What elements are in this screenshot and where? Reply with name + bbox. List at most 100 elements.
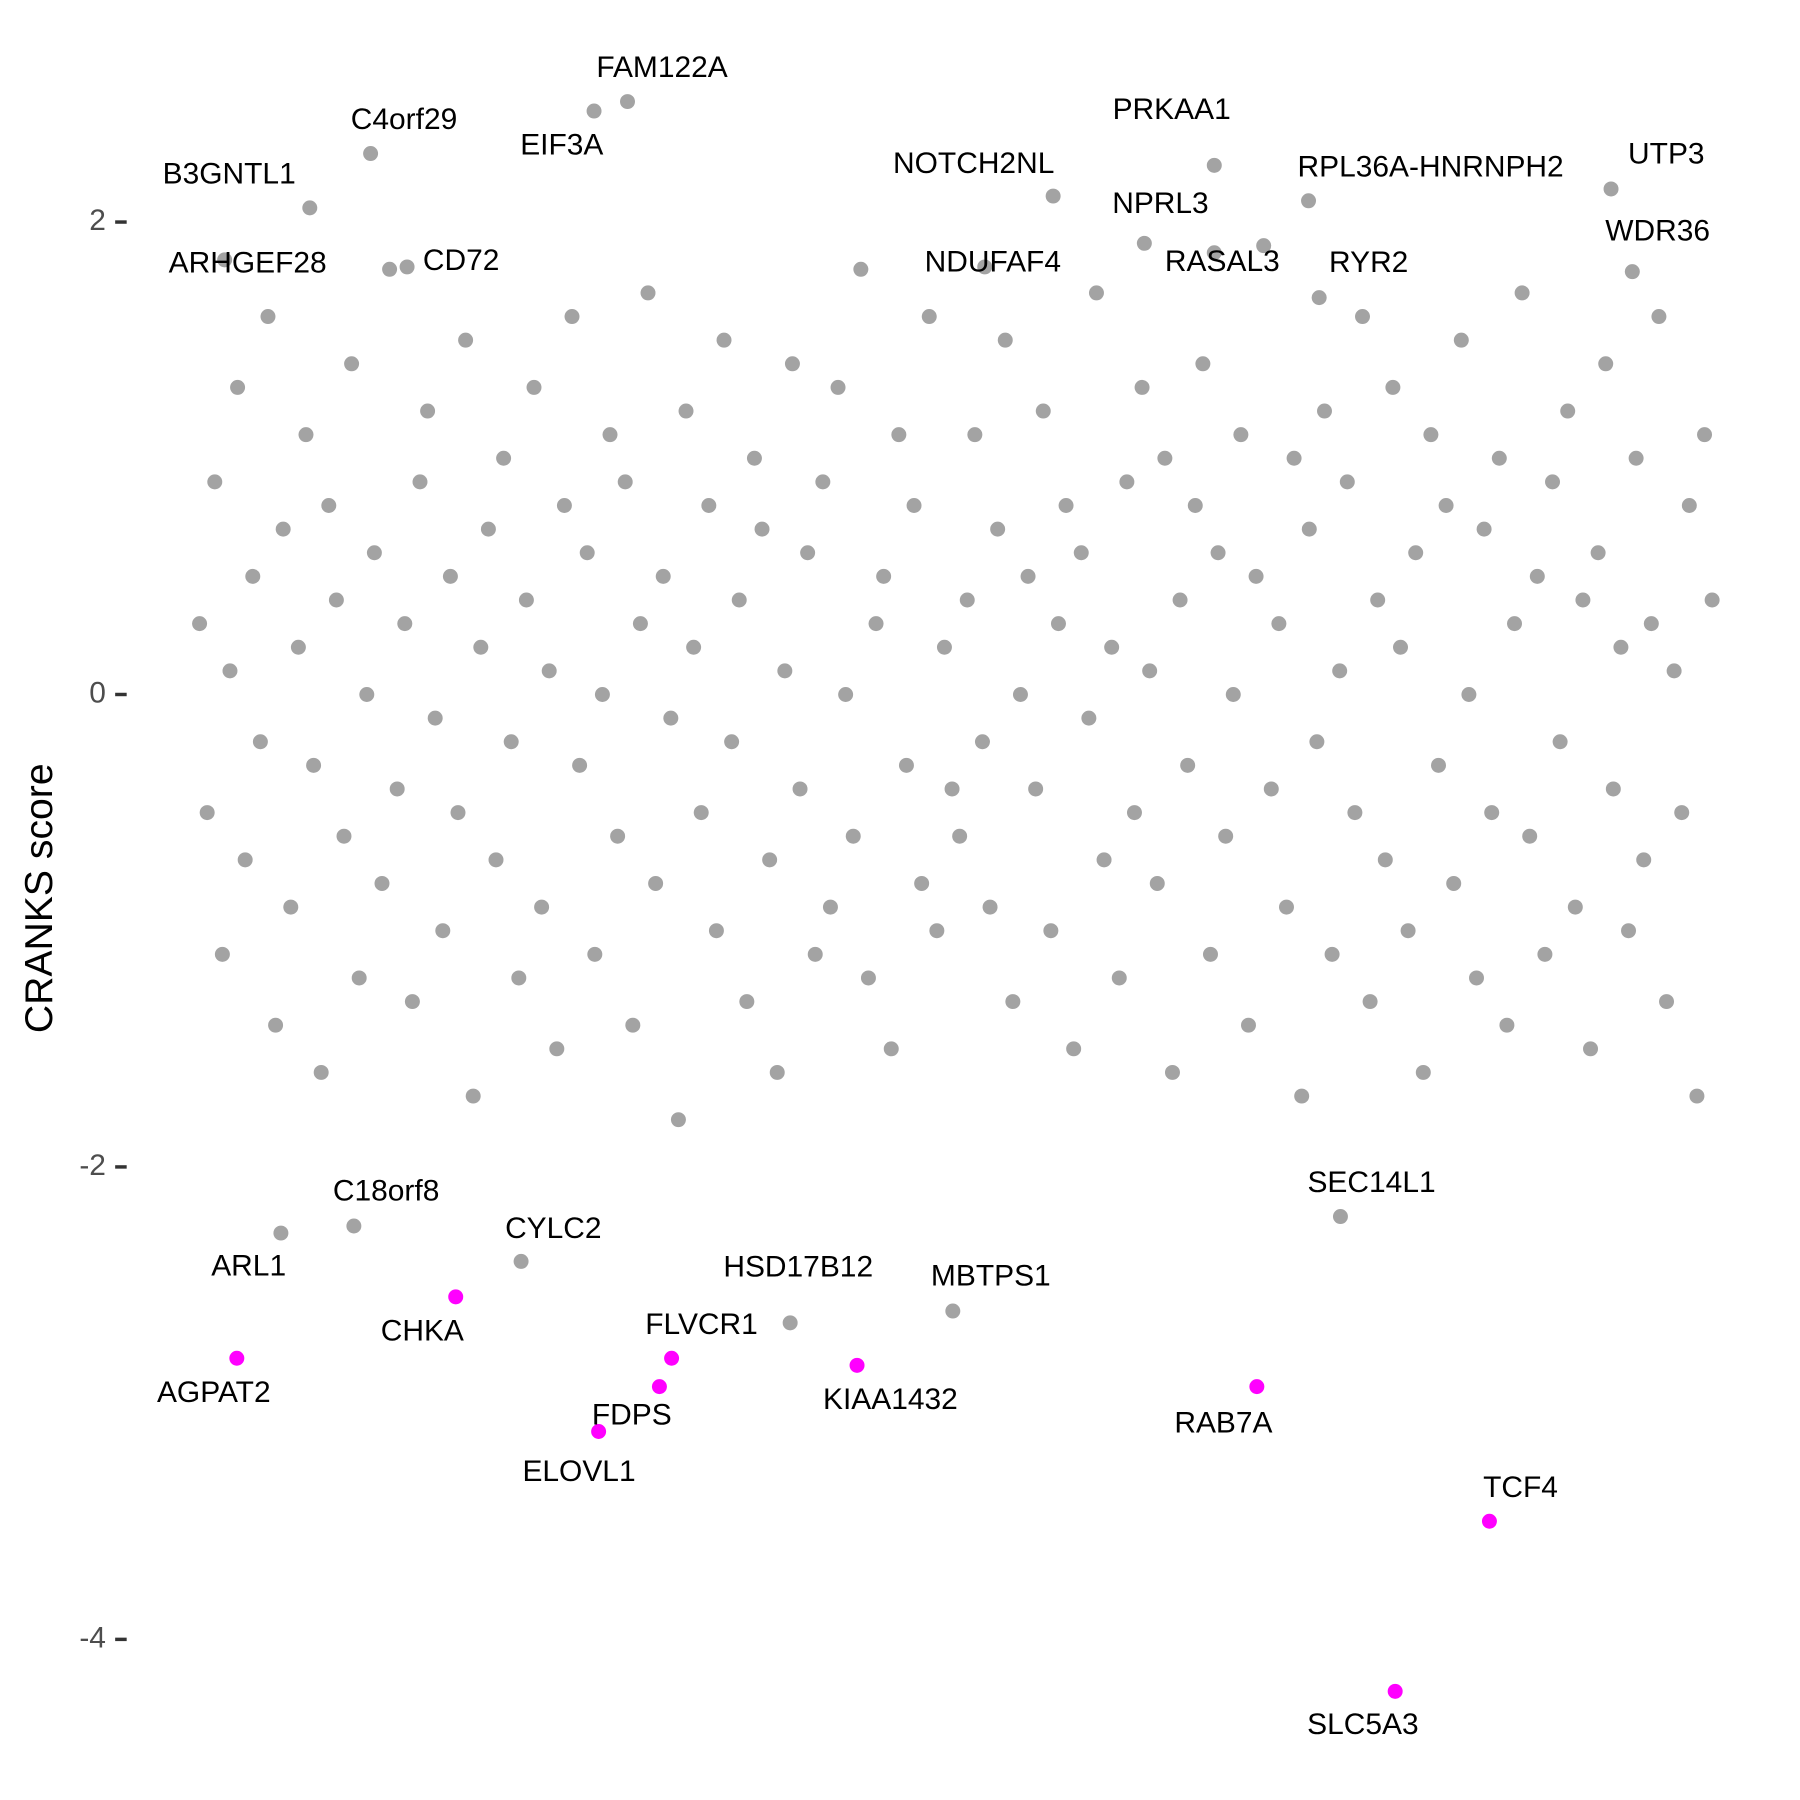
point (876, 568, 892, 584)
point (1408, 545, 1424, 561)
point (860, 970, 876, 986)
point (260, 309, 276, 325)
point (1294, 1088, 1310, 1104)
point (374, 875, 390, 891)
point (1453, 332, 1469, 348)
point-label: ARHGEF28 (169, 246, 327, 279)
point (1286, 450, 1302, 466)
point (906, 498, 922, 513)
point (1446, 875, 1462, 891)
point (579, 545, 595, 561)
point (632, 616, 648, 632)
point (1301, 193, 1317, 209)
point (217, 252, 233, 268)
point-label: NPRL3 (1112, 187, 1209, 220)
point (1126, 805, 1142, 821)
point (1666, 663, 1682, 679)
point-label: MBTPS1 (931, 1260, 1051, 1293)
point (1370, 592, 1386, 608)
point (1104, 639, 1120, 655)
point (849, 1357, 865, 1373)
point (769, 1064, 785, 1080)
point (397, 616, 413, 632)
point (273, 1225, 289, 1241)
point (1332, 663, 1348, 679)
point (450, 805, 466, 821)
point (1385, 379, 1401, 395)
point (1028, 781, 1044, 797)
point (617, 474, 633, 490)
point (1149, 875, 1165, 891)
point (1332, 1209, 1348, 1225)
y-tick-label: -4 (79, 1621, 106, 1654)
point (389, 781, 405, 797)
point (1058, 498, 1074, 513)
point (936, 639, 952, 655)
point (1575, 592, 1591, 608)
point (921, 309, 937, 325)
point (1210, 545, 1226, 561)
point (1020, 568, 1036, 584)
point (313, 1064, 329, 1080)
point (1164, 1064, 1180, 1080)
point (496, 450, 512, 466)
point (1088, 285, 1104, 301)
point (868, 616, 884, 632)
point (1507, 616, 1522, 632)
point (807, 946, 823, 962)
point (1187, 498, 1203, 513)
point (351, 970, 367, 986)
point (663, 710, 679, 726)
point (473, 639, 489, 655)
point (1545, 474, 1560, 490)
point (1605, 781, 1621, 797)
point (693, 805, 709, 821)
point (1073, 545, 1089, 561)
point (815, 474, 831, 490)
point (321, 498, 337, 513)
point (344, 356, 360, 372)
point-label: RYR2 (1329, 246, 1408, 279)
point (762, 852, 778, 868)
point (610, 828, 626, 844)
point (997, 332, 1013, 348)
point (620, 94, 635, 110)
point-label: SEC14L1 (1307, 1166, 1435, 1199)
point (1415, 1064, 1431, 1080)
point (1005, 994, 1021, 1010)
point (214, 946, 230, 962)
point (1461, 687, 1477, 702)
point (1613, 639, 1629, 655)
point (1377, 852, 1393, 868)
point (435, 923, 451, 939)
point (1567, 899, 1583, 915)
point (1081, 710, 1097, 726)
point (1172, 592, 1188, 608)
point (1636, 852, 1652, 868)
point (222, 663, 238, 679)
point (664, 1350, 680, 1366)
point (1393, 639, 1408, 655)
point (366, 545, 382, 561)
point (1651, 309, 1667, 325)
point (929, 923, 945, 939)
point (708, 923, 724, 939)
point (556, 498, 572, 513)
point (1035, 403, 1051, 419)
point (640, 285, 656, 301)
point (302, 200, 318, 216)
y-axis-title: CRANKS score (18, 763, 61, 1033)
point (1195, 356, 1211, 372)
point (199, 805, 215, 821)
point-label: CHKA (381, 1314, 464, 1347)
point (420, 403, 436, 419)
point (346, 1218, 362, 1234)
point (1202, 946, 1218, 962)
point (549, 1041, 565, 1057)
point (503, 734, 519, 750)
point (945, 1303, 961, 1319)
point (1043, 923, 1059, 939)
point (541, 663, 557, 679)
point (1339, 474, 1355, 490)
